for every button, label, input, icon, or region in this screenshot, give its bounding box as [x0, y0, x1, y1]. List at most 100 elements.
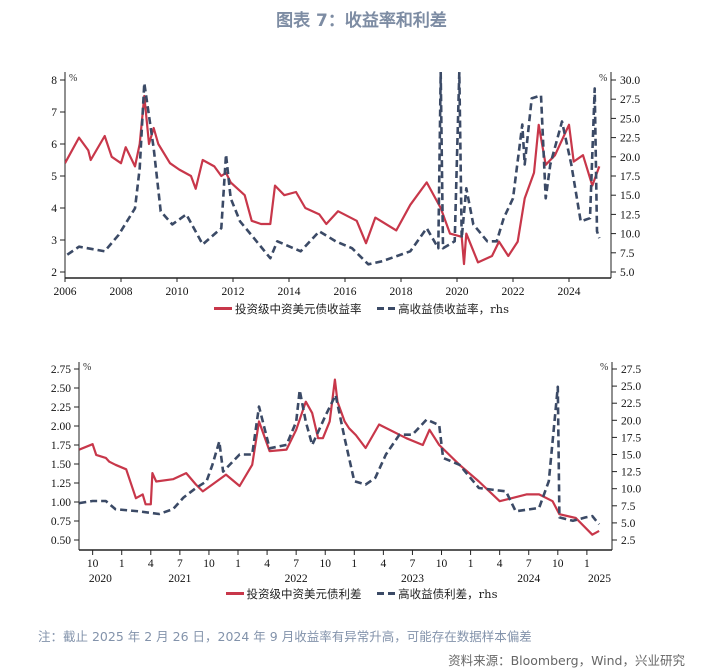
spread-chart-legend: 投资级中资美元债利差 高收益债利差，rhs	[0, 584, 723, 602]
x-tick-label: 2018	[390, 286, 413, 298]
x-tick-label: 2024	[558, 286, 581, 298]
legend-item-hy-spread: 高收益债利差，rhs	[377, 586, 497, 602]
x-month-label: 10	[87, 558, 99, 570]
x-year-label: 2023	[401, 573, 424, 585]
legend-label: 投资级中资美元债利差	[246, 586, 362, 601]
left-tick-label: 4	[51, 203, 57, 215]
left-tick-label: 2.00	[51, 421, 71, 433]
left-tick-label: 2.75	[51, 364, 71, 376]
series-line-investment-grade	[65, 94, 601, 266]
x-tick-label: 2022	[502, 286, 525, 298]
right-tick-label: 15.0	[620, 190, 640, 202]
x-month-label: 7	[293, 558, 299, 570]
left-tick-label: 8	[51, 75, 57, 87]
x-month-label: 1	[235, 558, 241, 570]
right-tick-label: 20.0	[621, 415, 641, 427]
right-tick-label: 25.0	[620, 113, 640, 125]
legend-item-ig-spread: 投资级中资美元债利差	[225, 586, 362, 602]
x-month-label: 10	[319, 558, 331, 570]
x-tick-label: 2010	[166, 286, 189, 298]
left-tick-label: 2.50	[51, 383, 71, 395]
left-unit-label: %	[83, 362, 91, 373]
x-month-label: 4	[148, 558, 154, 570]
x-tick-label: 2006	[54, 286, 77, 298]
right-tick-label: 17.5	[620, 171, 640, 183]
yield-chart: 8 7 6 5 4 3 2 30.0 27.5 25.0 22.5 20.0 17.5 15.0 12.5 1…	[51, 72, 640, 298]
right-unit-label: %	[599, 73, 607, 84]
legend-swatch-dashed	[377, 307, 396, 310]
right-tick-label: 7.5	[620, 248, 635, 260]
legend-label: 高收益债收益率，rhs	[398, 301, 509, 316]
series-line-high-yield	[66, 72, 601, 266]
right-tick-label: 5.0	[621, 518, 636, 530]
data-source: 资料来源：Bloomberg，Wind，兴业研究	[448, 653, 685, 668]
x-month-label: 10	[203, 558, 215, 570]
legend-item-hy-yield: 高收益债收益率，rhs	[377, 301, 509, 317]
yield-chart-legend: 投资级中资美元债收益率 高收益债收益率，rhs	[0, 299, 723, 317]
right-tick-label: 12.5	[621, 467, 641, 479]
x-year-label: 2024	[517, 573, 540, 585]
x-tick-label: 2020	[446, 286, 469, 298]
right-unit-label: %	[600, 362, 608, 373]
right-tick-label: 27.5	[620, 94, 640, 106]
left-tick-label: 1.25	[51, 478, 71, 490]
footnote: 注：截止 2025 年 2 月 26 日，2024 年 9 月收益率有异常升高，…	[38, 629, 532, 644]
right-tick-label: 30.0	[620, 75, 640, 87]
right-tick-label: 15.0	[621, 450, 641, 462]
left-tick-label: 0.75	[51, 516, 71, 528]
figure-title: 图表 7：收益率和利差	[276, 11, 447, 31]
legend-item-ig-yield: 投资级中资美元债收益率	[214, 301, 362, 317]
x-month-label: 1	[468, 558, 474, 570]
left-unit-label: %	[69, 73, 77, 84]
legend-swatch-solid	[214, 307, 233, 310]
series-line-investment-grade	[79, 378, 600, 536]
right-tick-label: 25.0	[621, 381, 641, 393]
x-month-label: 1	[119, 558, 125, 570]
right-tick-label: 2.5	[621, 535, 636, 547]
x-month-label: 1	[351, 558, 357, 570]
x-month-label: 10	[436, 558, 448, 570]
right-tick-label: 20.0	[620, 152, 640, 164]
spread-chart: 2.75 2.50 2.25 2.00 1.75 1.50 1.25 1.00 0.75 0.50…	[51, 362, 641, 585]
right-tick-label: 12.5	[620, 209, 640, 221]
left-tick-label: 0.50	[51, 535, 71, 547]
right-tick-label: 10.0	[620, 229, 640, 241]
x-month-label: 4	[497, 558, 503, 570]
left-tick-label: 2.25	[51, 402, 71, 414]
right-tick-label: 10.0	[621, 484, 641, 496]
right-tick-label: 5.0	[620, 267, 635, 279]
left-tick-label: 2	[51, 267, 57, 279]
right-tick-label: 7.5	[621, 501, 636, 513]
x-tick-label: 2008	[110, 286, 133, 298]
right-tick-label: 22.5	[620, 133, 640, 145]
x-month-label: 1	[584, 558, 590, 570]
left-tick-label: 7	[51, 107, 57, 119]
right-tick-label: 27.5	[621, 364, 641, 376]
left-tick-label: 1.50	[51, 459, 71, 471]
series-line-high-yield	[79, 385, 601, 526]
x-month-label: 7	[410, 558, 416, 570]
left-tick-label: 1.75	[51, 440, 71, 452]
x-year-label: 2020	[89, 573, 112, 585]
x-tick-label: 2012	[222, 286, 245, 298]
legend-label: 投资级中资美元债收益率	[235, 301, 362, 316]
x-month-label: 7	[526, 558, 532, 570]
x-month-label: 4	[380, 558, 386, 570]
left-tick-label: 1.00	[51, 497, 71, 509]
right-tick-label: 17.5	[621, 432, 641, 444]
left-tick-label: 5	[51, 171, 57, 183]
left-tick-label: 3	[51, 235, 57, 247]
x-year-label: 2022	[285, 573, 308, 585]
legend-swatch-solid	[225, 592, 244, 595]
legend-swatch-dashed	[377, 592, 396, 595]
right-tick-label: 22.5	[621, 398, 641, 410]
x-year-label: 2021	[168, 573, 191, 585]
legend-label: 高收益债利差，rhs	[398, 586, 498, 601]
x-month-label: 7	[177, 558, 183, 570]
left-tick-label: 6	[51, 139, 57, 151]
x-tick-label: 2016	[334, 286, 357, 298]
x-tick-label: 2014	[278, 286, 301, 298]
x-month-label: 10	[552, 558, 564, 570]
x-year-label: 2025	[588, 573, 611, 585]
x-month-label: 4	[264, 558, 270, 570]
